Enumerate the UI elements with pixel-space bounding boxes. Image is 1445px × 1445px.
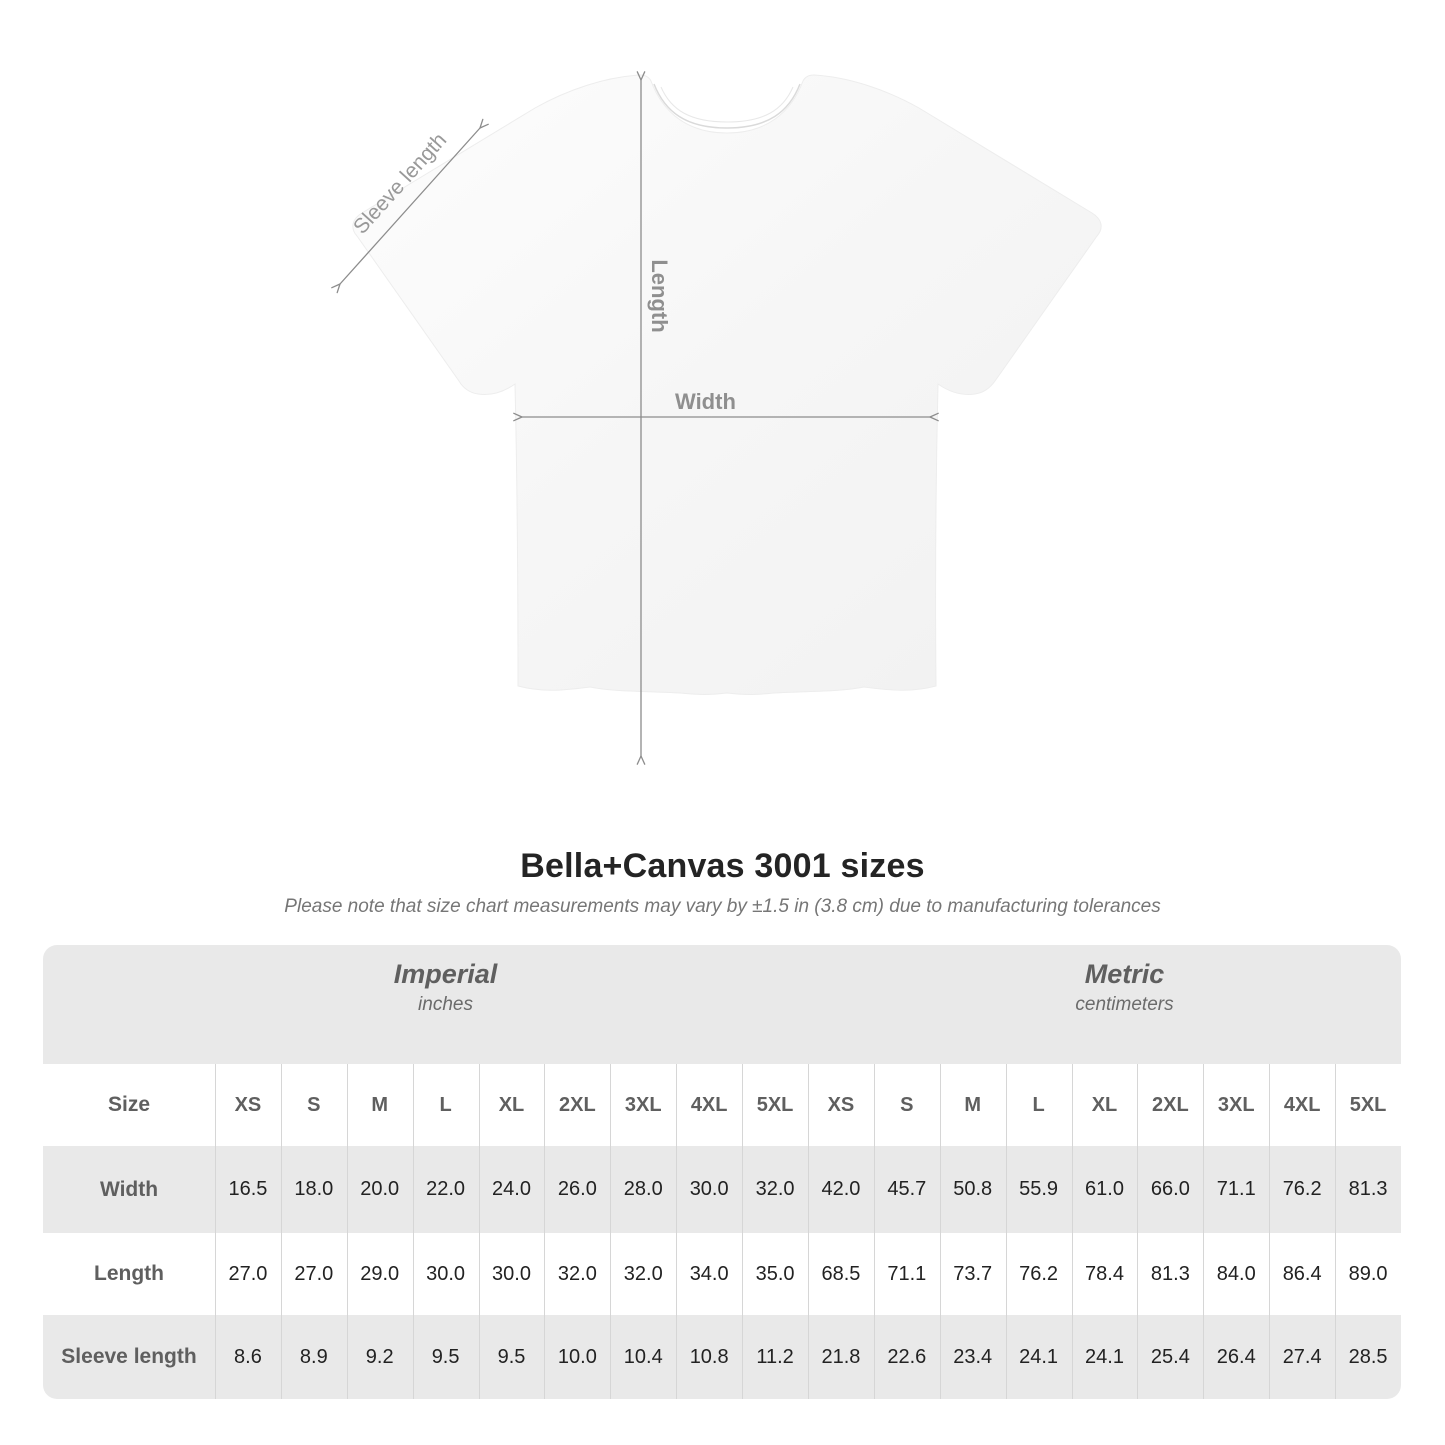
svg-text:Width: Width <box>675 389 736 414</box>
svg-text:Length: Length <box>647 259 672 332</box>
